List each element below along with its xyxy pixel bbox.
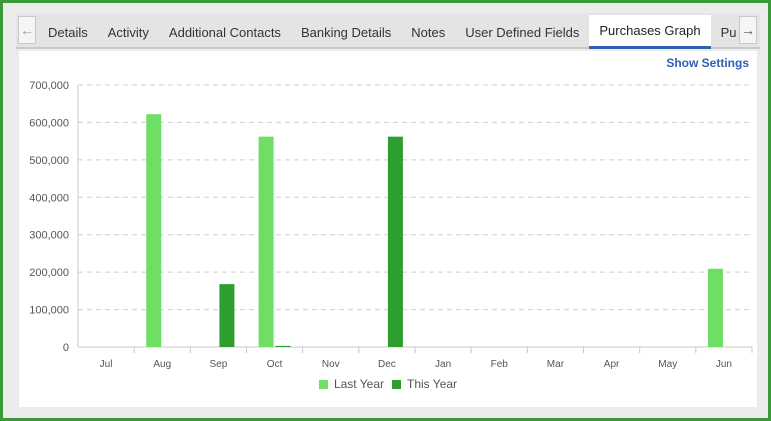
x-tick-label-sep: Sep — [210, 359, 228, 370]
chart-legend: Last Year This Year — [19, 377, 757, 391]
bar-this-year-oct — [275, 345, 291, 347]
tab-activity[interactable]: Activity — [107, 24, 149, 40]
tab-purchase-c[interactable]: Purchase C — [720, 24, 737, 40]
tab-bar: ← Details Activity Additional Contacts B… — [16, 13, 760, 49]
y-tick-label: 200,000 — [29, 267, 69, 279]
tab-user-defined-fields[interactable]: User Defined Fields — [465, 24, 580, 40]
bar-this-year-sep — [219, 284, 235, 347]
purchases-chart: 0 100,000 200,000 300,000 400,000 500,000 600,… — [29, 80, 753, 370]
bar-last-year-aug — [146, 114, 162, 347]
x-tick-label-jun: Jun — [716, 359, 732, 370]
x-tick-label-mar: Mar — [547, 359, 565, 370]
y-tick-label: 0 — [63, 342, 69, 354]
graph-panel: Show Settings 0 100,000 200,000 300,000 400,… — [19, 51, 757, 407]
x-tick-label-may: May — [658, 359, 677, 370]
x-tick-label-dec: Dec — [378, 359, 396, 370]
legend-label-last-year: Last Year — [333, 377, 384, 391]
bar-this-year-dec — [387, 136, 403, 347]
y-tick-label: 400,000 — [29, 192, 69, 204]
x-tick-label-apr: Apr — [604, 359, 620, 370]
tab-additional-contacts[interactable]: Additional Contacts — [168, 24, 281, 40]
show-settings-link[interactable]: Show Settings — [666, 56, 749, 70]
arrow-left-icon[interactable]: ← — [18, 16, 36, 44]
arrow-right-icon[interactable]: → — [739, 16, 757, 44]
y-tick-label: 300,000 — [29, 230, 69, 242]
tab-banking-details[interactable]: Banking Details — [300, 24, 392, 40]
bar-last-year-jun — [707, 268, 723, 347]
legend-swatch-last-year — [318, 379, 328, 389]
tab-purchases-graph[interactable]: Purchases Graph — [589, 15, 711, 49]
y-tick-label: 500,000 — [29, 155, 69, 167]
y-tick-label: 100,000 — [29, 305, 69, 317]
y-tick-label: 600,000 — [29, 117, 69, 129]
x-tick-label-oct: Oct — [267, 359, 283, 370]
legend-item-last-year[interactable]: Last Year — [318, 377, 384, 391]
y-tick-label: 700,000 — [29, 80, 69, 92]
x-tick-label-jan: Jan — [435, 359, 451, 370]
legend-item-this-year[interactable]: This Year — [392, 377, 457, 391]
x-tick-label-feb: Feb — [491, 359, 509, 370]
tab-strip: Details Activity Additional Contacts Ban… — [38, 15, 737, 49]
x-tick-label-jul: Jul — [100, 359, 113, 370]
legend-swatch-this-year — [392, 379, 401, 389]
bar-last-year-oct — [258, 136, 274, 347]
legend-label-this-year: This Year — [407, 377, 458, 391]
tab-details[interactable]: Details — [48, 24, 88, 40]
x-tick-label-aug: Aug — [153, 359, 171, 370]
x-tick-label-nov: Nov — [322, 359, 340, 370]
tab-notes[interactable]: Notes — [411, 24, 446, 40]
